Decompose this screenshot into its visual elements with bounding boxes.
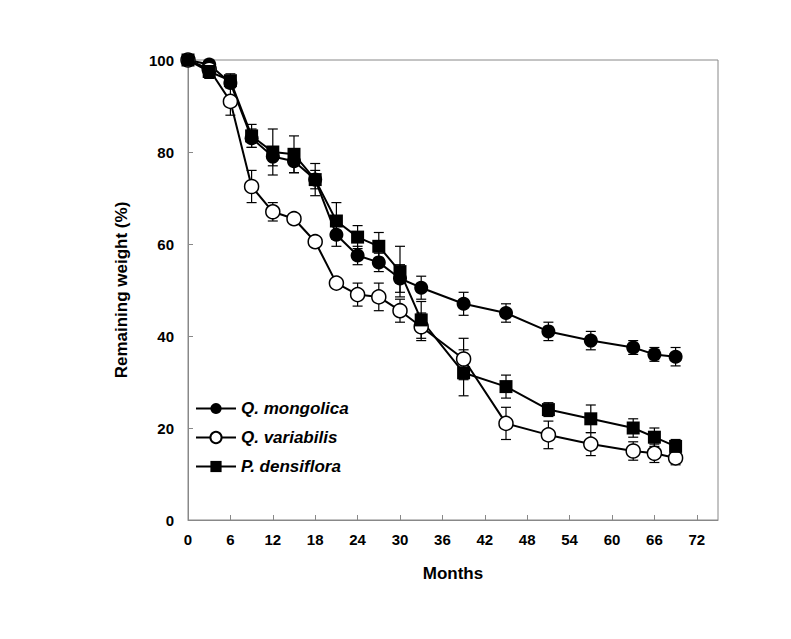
svg-text:36: 36 [434, 531, 451, 548]
svg-text:60: 60 [604, 531, 621, 548]
svg-text:0: 0 [166, 512, 174, 529]
svg-text:Q. variabilis: Q. variabilis [241, 428, 337, 447]
svg-text:30: 30 [392, 531, 409, 548]
svg-text:100: 100 [149, 52, 174, 69]
svg-text:72: 72 [688, 531, 705, 548]
svg-text:48: 48 [519, 531, 536, 548]
svg-text:40: 40 [157, 328, 174, 345]
svg-text:Remaining weight (%): Remaining weight (%) [112, 202, 131, 379]
svg-text:60: 60 [157, 236, 174, 253]
svg-text:0: 0 [184, 531, 192, 548]
svg-text:20: 20 [157, 420, 174, 437]
svg-text:66: 66 [646, 531, 663, 548]
svg-text:42: 42 [476, 531, 493, 548]
svg-text:54: 54 [561, 531, 578, 548]
svg-text:12: 12 [264, 531, 281, 548]
svg-text:Q. mongolica: Q. mongolica [241, 399, 349, 418]
svg-text:80: 80 [157, 144, 174, 161]
svg-text:P. densiflora: P. densiflora [241, 457, 341, 476]
svg-text:24: 24 [349, 531, 366, 548]
svg-text:Months: Months [423, 564, 483, 583]
svg-text:18: 18 [307, 531, 324, 548]
svg-text:6: 6 [226, 531, 234, 548]
